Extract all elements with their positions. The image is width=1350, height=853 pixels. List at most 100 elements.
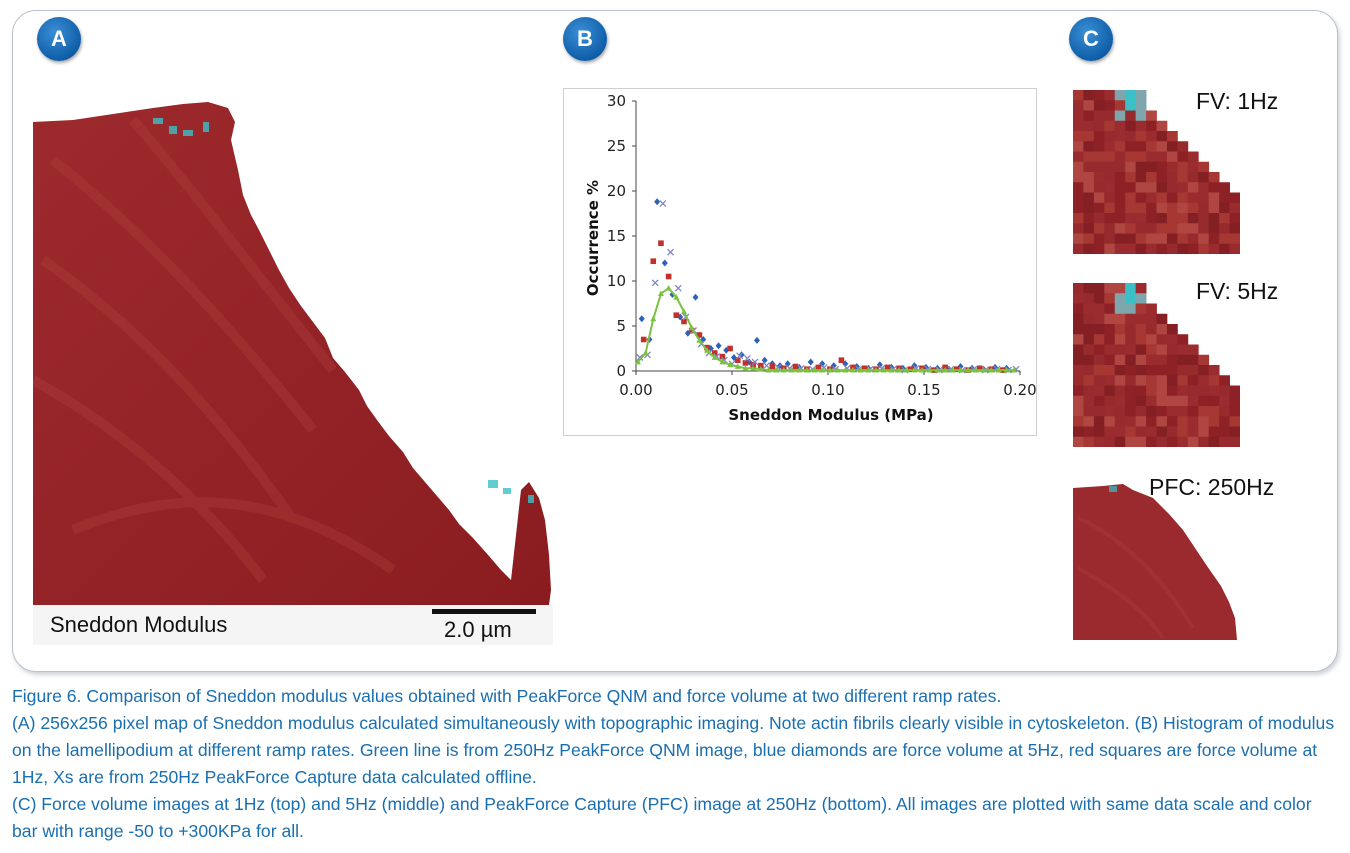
pixel: [1093, 303, 1105, 315]
pixel: [1146, 436, 1157, 447]
pixel: [1093, 243, 1105, 254]
pixel: [1198, 426, 1210, 438]
pixel: [1125, 334, 1137, 345]
pixel: [1177, 172, 1189, 183]
pixel: [1177, 233, 1189, 245]
pixel: [1177, 416, 1189, 427]
pixel: [1135, 354, 1147, 366]
modulus-histogram: 0 5 10 15 20 25 30 0.00 0.05 0.10 0.15 0.20 Sneddon …: [584, 92, 1037, 424]
pfc-cell-region: [1073, 484, 1237, 640]
pixel: [1146, 161, 1157, 173]
pixel: [1166, 416, 1178, 427]
pixel: [1166, 141, 1178, 152]
data-point: [688, 327, 695, 334]
pixel: [1083, 416, 1095, 427]
pixel: [1146, 395, 1157, 407]
pixel: [1083, 406, 1095, 417]
pixel: [1104, 395, 1116, 407]
pixel: [1219, 436, 1230, 447]
pixel: [1114, 141, 1126, 152]
pixel: [1093, 141, 1105, 152]
pixel: [1198, 375, 1210, 386]
pixel: [1104, 90, 1116, 101]
pixel: [1135, 151, 1147, 163]
pixel: [1125, 141, 1137, 152]
data-point: [888, 366, 895, 373]
pixel: [1208, 192, 1220, 204]
pixel: [1114, 313, 1126, 325]
pixel: [1135, 131, 1147, 142]
pixel: [1093, 436, 1105, 447]
pixel: [1114, 131, 1126, 142]
data-point: [773, 366, 780, 373]
pixel: [1093, 110, 1105, 122]
pixel: [1114, 182, 1126, 193]
pixel: [1208, 172, 1220, 183]
pixel: [1156, 365, 1168, 376]
pixel: [1166, 334, 1178, 345]
pixel: [1114, 416, 1126, 427]
data-point: [742, 365, 749, 371]
pixel: [1177, 243, 1189, 254]
pixel: [1219, 243, 1230, 254]
pixel: [1187, 202, 1199, 214]
pixel: [1156, 395, 1168, 407]
pixel: [1166, 202, 1178, 214]
pixel: [1073, 385, 1084, 397]
pixel: [1166, 161, 1178, 173]
pixel: [1177, 151, 1189, 163]
pixel: [1229, 243, 1240, 254]
pixel: [1083, 293, 1095, 304]
pixel: [1083, 375, 1095, 386]
pixel: [1104, 344, 1116, 356]
pixel: [1093, 426, 1105, 438]
pixel: [1125, 395, 1137, 407]
pixel: [1229, 202, 1240, 214]
pixel: [1073, 406, 1084, 417]
pixel: [1093, 313, 1105, 325]
pixel: [1104, 293, 1116, 304]
data-point: [658, 240, 664, 246]
pixel: [1104, 416, 1116, 427]
cell-region: [33, 102, 551, 605]
series-triangle-line: [634, 285, 1018, 373]
pixel: [1208, 395, 1220, 407]
pixel: [1093, 172, 1105, 183]
data-point: [896, 366, 903, 373]
pixel: [1187, 161, 1199, 173]
pixel: [1135, 120, 1147, 132]
pixel: [1146, 233, 1157, 245]
pixel: [1156, 354, 1168, 366]
data-point: [857, 366, 864, 373]
pixel: [1114, 223, 1126, 234]
y-tick-label: 0: [616, 362, 626, 380]
pixel: [1177, 182, 1189, 193]
pixel: [1156, 233, 1168, 245]
data-point: [942, 366, 949, 373]
pixel: [1219, 375, 1230, 386]
data-point: [719, 353, 726, 360]
pixel: [1114, 120, 1126, 132]
pixel: [1083, 334, 1095, 345]
data-point: [742, 360, 749, 366]
pixel: [1125, 324, 1137, 335]
pixel: [1229, 416, 1240, 427]
pixel: [1083, 283, 1095, 294]
scale-bar-label: 2.0 µm: [444, 617, 512, 642]
data-point: [753, 336, 760, 344]
data-point: [727, 361, 734, 368]
pixel: [1114, 202, 1126, 214]
pixel: [1073, 426, 1084, 438]
x-tick-label: 0.05: [715, 381, 748, 399]
pixel: [1146, 303, 1157, 315]
series-x: [636, 200, 1020, 374]
data-point: [769, 363, 776, 370]
data-point: [957, 366, 964, 373]
series-diamond: [638, 198, 1010, 373]
pixel: [1135, 172, 1147, 183]
pixel: [1146, 243, 1157, 254]
pixel: [1083, 151, 1095, 163]
fv-5hz-image: [1073, 283, 1240, 447]
pixel: [1083, 395, 1095, 407]
pixel: [1187, 172, 1199, 183]
